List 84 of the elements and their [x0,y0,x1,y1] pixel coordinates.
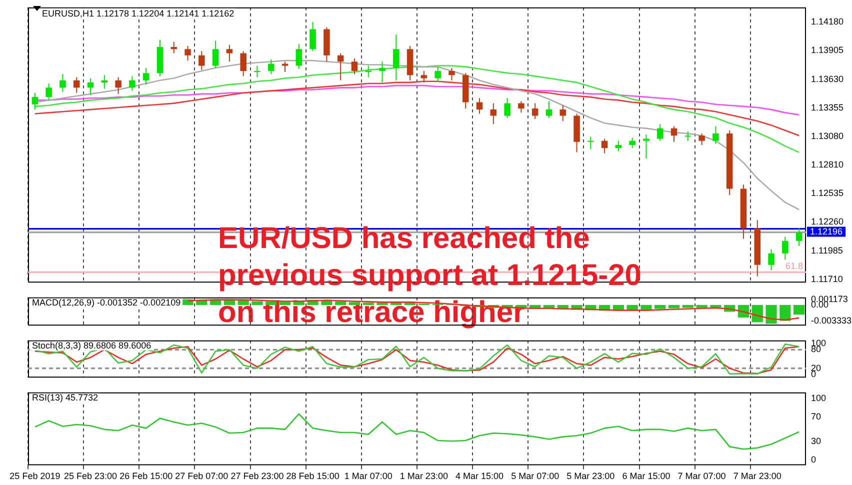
x-tick-label: 25 Feb 2019 [10,471,60,482]
y-tick-label: 1.12810 [811,159,844,170]
candlestick [476,98,483,114]
x-tick-label: 5 Mar 23:00 [566,471,615,482]
candlestick [60,74,66,92]
candlestick [629,137,636,149]
candlestick [184,45,191,62]
candlestick [698,133,705,146]
candlestick [212,40,219,68]
candlestick [268,59,274,75]
candlestick [615,140,622,152]
y-tick-label: 1.12535 [811,188,844,198]
y-tick-label: 1.11985 [811,245,843,256]
candlestick [393,34,400,81]
candlestick [379,61,386,83]
x-tick-label: 26 Feb 15:00 [120,471,173,482]
candlestick [518,100,524,114]
candlestick [434,66,441,82]
candlestick [74,76,80,94]
x-tick-label: 27 Feb 07:00 [175,471,228,482]
x-tick-label: 6 Mar 15:00 [622,471,670,482]
candlestick [490,102,497,125]
candlestick [532,102,538,120]
x-tick-label: 7 Mar 07:00 [678,471,726,482]
y-tick-label: 1.13355 [811,102,844,112]
candlestick [282,61,288,73]
x-tick-label: 27 Feb 23:00 [230,471,284,482]
y-tick-label: 0.001173 [811,294,848,304]
candlestick [601,138,608,154]
chart-title: MACD(12,26,9) -0.001352 -0.002109 [32,297,181,308]
chart-title: EURUSD,H1 1.12178 1.12204 1.12141 1.12162 [42,8,234,18]
candlestick [142,67,150,86]
ref-line-label: 1.12196 [810,226,843,236]
candlestick [101,74,108,90]
candlestick [46,82,52,101]
x-tick-label: 25 Feb 23:00 [64,471,118,482]
x-tick-label: 4 Mar 15:00 [456,471,504,482]
y-tick-label: 1.11710 [811,274,843,284]
y-tick-label: 1.13905 [811,45,844,56]
x-tick-label: 28 Feb 15:00 [286,471,340,482]
candlestick [240,50,246,77]
y-tick-label: 100 [811,393,826,404]
x-tick-label: 7 Mar 23:00 [733,471,782,482]
candlestick [670,126,678,142]
y-tick-label: -0.003333 [811,315,852,326]
candlestick [296,43,302,70]
candlestick [365,65,372,78]
y-tick-label: 1.13080 [811,131,844,142]
candlestick [32,92,38,110]
candlestick [782,236,788,260]
y-tick-label: 1.13630 [811,74,844,84]
y-tick-label: 1.14180 [811,16,844,26]
y-tick-label: 30 [811,436,822,446]
candlestick [226,44,233,62]
candlestick [643,134,650,160]
candlestick [420,70,428,83]
x-tick-label: 1 Mar 23:00 [400,471,448,482]
candlestick [254,65,260,78]
y-tick-label: 1.12260 [811,216,844,227]
candlestick [796,228,802,247]
candlestick [170,41,177,54]
candlestick [657,124,664,142]
candlestick [560,104,566,122]
candlestick [87,78,94,96]
candlestick [129,76,136,92]
chart-title: RSI(13) 45.7732 [32,392,98,402]
candlestick [351,58,358,75]
candlestick [712,126,719,144]
candlestick [588,136,594,150]
annotation: 61.8 [785,261,803,272]
candlestick [310,21,316,52]
chart-title: Stoch(8,3,3) 89.6806 89.6006 [32,340,152,350]
x-tick-label: 1 Mar 07:00 [344,471,392,482]
candlestick [448,67,455,81]
candlestick [198,50,205,70]
candlestick [684,130,692,142]
y-tick-label: 70 [811,412,822,422]
candlestick [504,98,510,118]
y-tick-label: 0 [811,454,816,465]
candlestick [337,52,344,81]
candlestick [115,76,122,94]
candlestick [546,100,552,118]
candlestick [768,248,774,271]
x-tick-label: 5 Mar 07:00 [511,471,560,482]
